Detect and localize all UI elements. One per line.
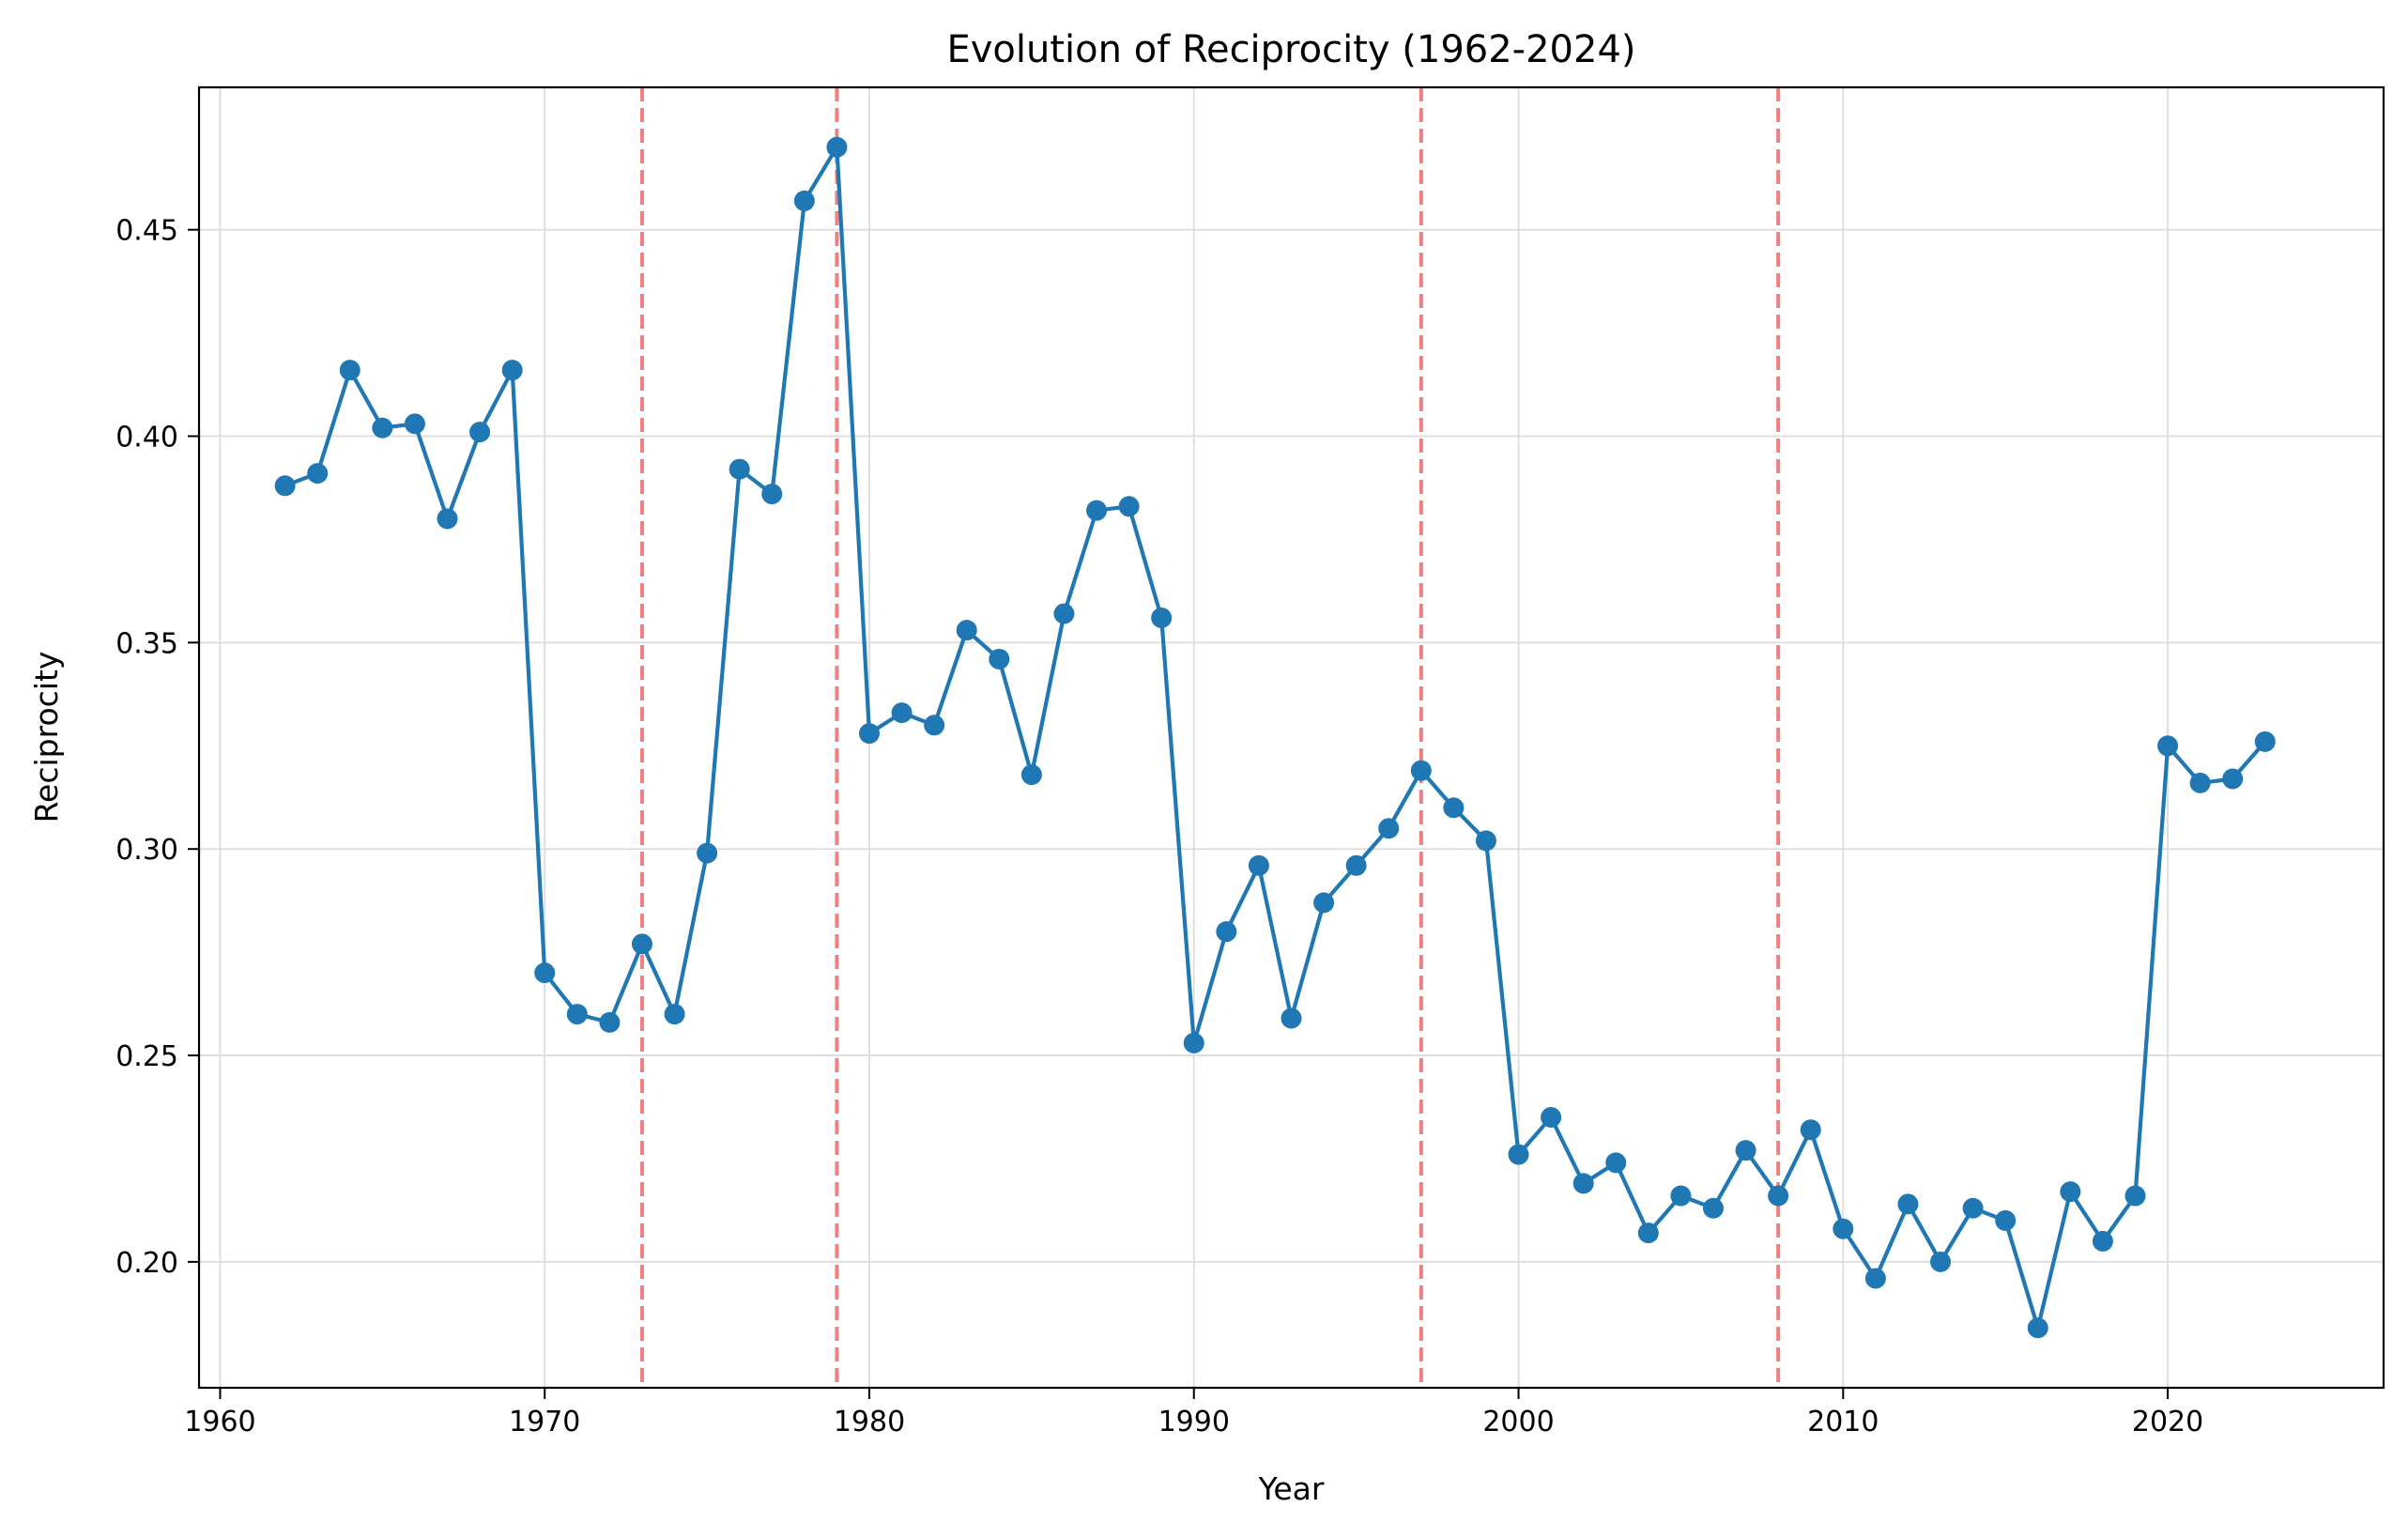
- data-point: [1508, 1144, 1529, 1165]
- data-point: [1995, 1209, 2017, 1231]
- data-point: [1768, 1185, 1789, 1207]
- data-point: [697, 842, 718, 864]
- data-point: [2124, 1185, 2146, 1207]
- data-point: [534, 962, 556, 984]
- chart-title: Evolution of Reciprocity (1962-2024): [946, 28, 1635, 71]
- data-point: [1020, 764, 1042, 786]
- y-tick-label: 0.40: [115, 422, 178, 454]
- data-point: [307, 463, 329, 484]
- data-point: [956, 620, 977, 641]
- y-tick-label: 0.20: [115, 1247, 178, 1280]
- data-point: [1118, 496, 1140, 517]
- data-point: [1313, 892, 1335, 914]
- data-point: [729, 458, 750, 480]
- data-point: [631, 933, 652, 955]
- data-point: [599, 1011, 621, 1033]
- x-tick-label: 1990: [1158, 1406, 1230, 1438]
- data-point: [1410, 760, 1432, 781]
- data-point: [1962, 1197, 1984, 1219]
- data-point: [664, 1004, 685, 1025]
- data-point: [1541, 1107, 1562, 1129]
- x-tick-label: 2000: [1482, 1406, 1554, 1438]
- data-point: [2254, 731, 2276, 752]
- data-point: [1378, 818, 1400, 839]
- data-point: [761, 484, 783, 505]
- x-tick-label: 2010: [1807, 1406, 1879, 1438]
- data-point: [1800, 1119, 1821, 1141]
- data-point: [2222, 768, 2244, 790]
- data-point: [339, 360, 360, 381]
- data-point: [1833, 1218, 1854, 1239]
- x-tick-label: 1980: [834, 1406, 905, 1438]
- data-point: [859, 723, 881, 745]
- y-tick-label: 0.30: [115, 834, 178, 867]
- data-point: [404, 413, 425, 435]
- data-point: [1281, 1007, 1302, 1029]
- data-point: [1670, 1185, 1692, 1207]
- data-point: [891, 702, 913, 724]
- data-point: [1443, 797, 1465, 819]
- data-point: [1216, 921, 1237, 943]
- data-point: [1735, 1140, 1756, 1161]
- data-point: [372, 417, 393, 438]
- data-point: [2157, 735, 2179, 757]
- y-tick-label: 0.35: [115, 627, 178, 660]
- gridlines: [199, 87, 2384, 1388]
- data-point: [1702, 1197, 1724, 1219]
- data-point: [1572, 1173, 1594, 1194]
- data-point: [501, 360, 523, 381]
- data-point: [1345, 854, 1367, 876]
- y-axis-title: Reciprocity: [28, 652, 65, 823]
- data-point: [2189, 772, 2211, 793]
- y-axis-ticks: 0.20 0.25 0.30 0.35 0.40 0.45: [115, 215, 199, 1280]
- data-point: [437, 508, 458, 530]
- data-point: [1930, 1251, 1952, 1272]
- data-point: [793, 190, 815, 211]
- plot-frame: [197, 85, 2385, 1390]
- data-point: [2027, 1317, 2048, 1339]
- data-point: [1086, 500, 1108, 521]
- series-reciprocity: [274, 136, 2276, 1339]
- reference-lines: [639, 87, 1781, 1388]
- data-point: [1183, 1032, 1204, 1054]
- x-axis-title: Year: [1258, 1470, 1325, 1507]
- data-point: [1605, 1152, 1627, 1174]
- data-point: [2060, 1181, 2081, 1203]
- y-tick-label: 0.45: [115, 215, 178, 248]
- data-point: [826, 136, 848, 158]
- data-point: [274, 475, 296, 497]
- x-axis-ticks: 1960 1970 1980 1990 2000 2010 2020: [184, 1388, 2203, 1438]
- data-point: [1637, 1223, 1659, 1244]
- data-point: [924, 715, 945, 736]
- x-tick-label: 1970: [509, 1406, 580, 1438]
- data-point: [989, 648, 1010, 669]
- series-line: [284, 145, 2267, 1330]
- data-point: [566, 1004, 588, 1025]
- data-point: [1897, 1193, 1919, 1215]
- data-point: [1475, 830, 1496, 852]
- data-point: [469, 422, 491, 443]
- data-point: [2092, 1230, 2113, 1252]
- data-point: [1864, 1268, 1886, 1289]
- data-point: [1248, 854, 1269, 876]
- data-point: [1151, 607, 1173, 628]
- x-tick-label: 2020: [2132, 1406, 2203, 1438]
- data-point: [1053, 603, 1075, 624]
- x-tick-label: 1960: [184, 1406, 255, 1438]
- y-tick-label: 0.25: [115, 1040, 178, 1073]
